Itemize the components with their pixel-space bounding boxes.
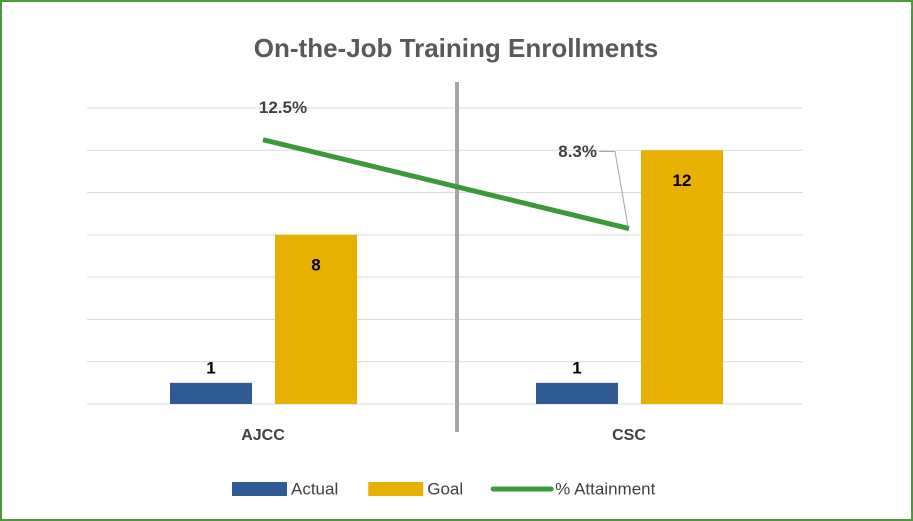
legend-label: Goal xyxy=(427,479,463,498)
bar xyxy=(536,382,618,404)
bar xyxy=(170,382,252,404)
data-label: 12 xyxy=(673,171,692,190)
data-label: 1 xyxy=(572,358,581,377)
legend-swatch xyxy=(368,482,424,496)
data-label: 8 xyxy=(311,255,320,274)
leader-line xyxy=(599,151,629,227)
line-label: 12.5% xyxy=(259,98,307,117)
legend-label: % Attainment xyxy=(555,479,655,498)
x-tick-label: CSC xyxy=(612,427,646,444)
legend-swatch xyxy=(232,482,287,496)
legend-label: Actual xyxy=(291,479,338,498)
line-label: 8.3% xyxy=(558,142,597,161)
bar xyxy=(641,150,723,404)
bar xyxy=(275,234,357,404)
x-tick-label: AJCC xyxy=(241,427,285,444)
chart-title: On-the-Job Training Enrollments xyxy=(254,33,658,63)
line xyxy=(262,137,630,231)
data-label: 1 xyxy=(206,358,215,377)
